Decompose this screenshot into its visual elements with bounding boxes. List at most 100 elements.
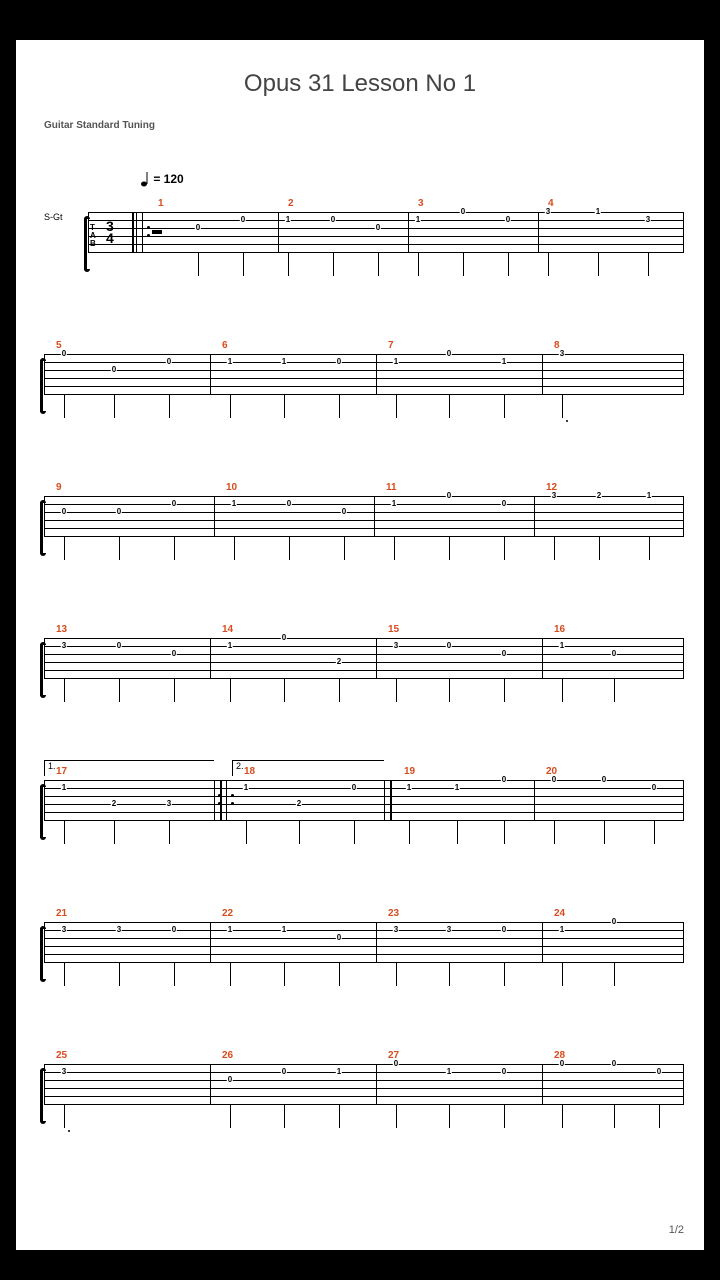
measure-number: 16	[554, 624, 565, 635]
note-stem	[449, 1104, 450, 1128]
fret-number: 0	[656, 1068, 662, 1076]
barline	[132, 212, 134, 252]
note-stem	[339, 962, 340, 986]
system-bracket	[40, 928, 43, 980]
staff-line	[44, 528, 684, 529]
fret-number: 3	[446, 926, 452, 934]
staff-line	[44, 394, 684, 395]
fret-number: 1	[595, 208, 601, 216]
fret-number: 1	[281, 358, 287, 366]
note-stem	[198, 252, 199, 276]
volta-bracket: 1.	[44, 760, 214, 776]
staff-line	[44, 804, 684, 805]
fret-number: 2	[296, 800, 302, 808]
fret-number: 1	[393, 358, 399, 366]
staff-line	[44, 678, 684, 679]
note-stem	[64, 820, 65, 844]
note-stem	[554, 820, 555, 844]
staff-line	[44, 520, 684, 521]
barline	[44, 496, 45, 536]
staff-line	[44, 654, 684, 655]
tab-staff: 2122232433011033010	[44, 922, 684, 962]
tab-staff: TAB34123400100100313	[88, 212, 684, 252]
fret-number: 0	[61, 508, 67, 516]
fret-number: 0	[501, 500, 507, 508]
barline	[542, 354, 543, 394]
barline	[683, 1064, 684, 1104]
note-stem	[339, 394, 340, 418]
note-stem	[230, 1104, 231, 1128]
measure-number: 10	[226, 482, 237, 493]
barline	[44, 638, 45, 678]
measure-number: 23	[388, 908, 399, 919]
note-stem	[562, 962, 563, 986]
measure-number: 13	[56, 624, 67, 635]
barline	[374, 496, 375, 536]
measure-number: 22	[222, 908, 233, 919]
note-stem	[508, 252, 509, 276]
note-stem	[562, 678, 563, 702]
staff-line	[44, 362, 684, 363]
fret-number: 0	[393, 1060, 399, 1068]
fret-number: 3	[393, 926, 399, 934]
fret-number: 1	[559, 926, 565, 934]
fret-number: 0	[505, 216, 511, 224]
note-stem	[284, 1104, 285, 1128]
fret-number: 0	[611, 650, 617, 658]
note-stem	[64, 394, 65, 418]
staff-line	[44, 820, 684, 821]
fret-number: 3	[559, 350, 565, 358]
note-stem	[64, 536, 65, 560]
fret-number: 0	[501, 650, 507, 658]
system-bracket	[84, 218, 87, 270]
staff-line	[44, 354, 684, 355]
note-stem	[339, 678, 340, 702]
fret-number: 0	[651, 784, 657, 792]
barline	[278, 212, 279, 252]
measure-number: 19	[404, 766, 415, 777]
barline	[376, 922, 377, 962]
volta-bracket: 2.	[232, 760, 384, 776]
barline	[683, 780, 684, 820]
fret-number: 0	[171, 500, 177, 508]
note-stem	[457, 820, 458, 844]
fret-number: 0	[351, 784, 357, 792]
fret-number: 1	[446, 1068, 452, 1076]
note-stem	[463, 252, 464, 276]
note-stem	[614, 962, 615, 986]
note-stem	[289, 536, 290, 560]
staff-line	[88, 244, 684, 245]
note-stem	[378, 252, 379, 276]
note-stem	[119, 536, 120, 560]
fret-number: 0	[611, 918, 617, 926]
barline	[210, 354, 211, 394]
note-stem	[449, 678, 450, 702]
fret-number: 0	[227, 1076, 233, 1084]
barline	[44, 922, 45, 962]
fret-number: 0	[286, 500, 292, 508]
barline	[408, 212, 409, 252]
tab-staff: 56780001101013	[44, 354, 684, 394]
fret-number: 0	[611, 1060, 617, 1068]
note-stem	[344, 536, 345, 560]
fret-number: 0	[601, 776, 607, 784]
system-bracket	[40, 1070, 43, 1122]
staff-line	[44, 938, 684, 939]
note-stem	[230, 962, 231, 986]
note-stem	[288, 252, 289, 276]
barline	[226, 780, 227, 820]
staff-line	[44, 780, 684, 781]
tab-system: 9101112000100100321	[44, 484, 684, 584]
fret-number: 0	[336, 934, 342, 942]
fret-number: 1	[243, 784, 249, 792]
tab-system: 171819201.2.123120110000	[44, 768, 684, 868]
note-stem	[614, 678, 615, 702]
fret-number: 2	[596, 492, 602, 500]
measure-number: 7	[388, 340, 394, 351]
tab-clef: TAB	[90, 224, 96, 248]
staff-line	[44, 662, 684, 663]
staff-line	[88, 228, 684, 229]
fret-number: 1	[231, 500, 237, 508]
note-stem	[284, 962, 285, 986]
measure-number: 15	[388, 624, 399, 635]
